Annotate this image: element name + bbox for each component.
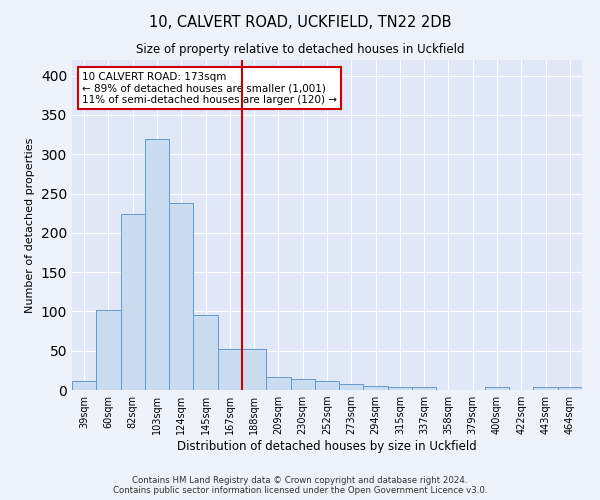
Bar <box>169 203 193 390</box>
Bar <box>388 387 412 390</box>
Bar <box>558 387 582 390</box>
Bar <box>266 378 290 390</box>
Text: Size of property relative to detached houses in Uckfield: Size of property relative to detached ho… <box>136 42 464 56</box>
Bar <box>339 384 364 390</box>
Bar <box>193 316 218 390</box>
Bar <box>96 310 121 390</box>
Text: 10 CALVERT ROAD: 173sqm
← 89% of detached houses are smaller (1,001)
11% of semi: 10 CALVERT ROAD: 173sqm ← 89% of detache… <box>82 72 337 105</box>
Bar <box>121 214 145 390</box>
Bar <box>72 380 96 390</box>
Bar <box>485 387 509 390</box>
Bar <box>533 387 558 390</box>
Bar <box>412 387 436 390</box>
Bar <box>290 379 315 390</box>
Bar <box>145 138 169 390</box>
Bar <box>242 349 266 390</box>
Bar <box>218 349 242 390</box>
X-axis label: Distribution of detached houses by size in Uckfield: Distribution of detached houses by size … <box>177 440 477 453</box>
Bar <box>364 386 388 390</box>
Bar <box>315 380 339 390</box>
Text: 10, CALVERT ROAD, UCKFIELD, TN22 2DB: 10, CALVERT ROAD, UCKFIELD, TN22 2DB <box>149 15 451 30</box>
Text: Contains HM Land Registry data © Crown copyright and database right 2024.
Contai: Contains HM Land Registry data © Crown c… <box>113 476 487 495</box>
Y-axis label: Number of detached properties: Number of detached properties <box>25 138 35 312</box>
